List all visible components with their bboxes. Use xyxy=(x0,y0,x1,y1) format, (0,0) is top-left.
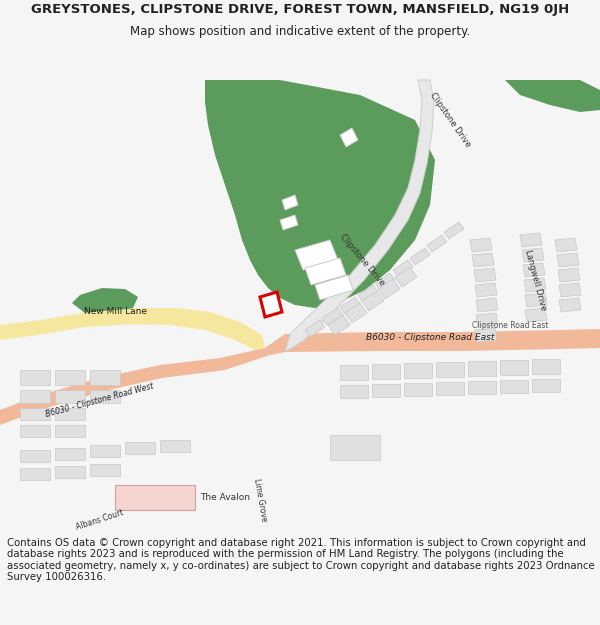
Polygon shape xyxy=(340,128,358,147)
Polygon shape xyxy=(558,268,580,282)
Polygon shape xyxy=(470,238,492,252)
Text: The Avalon: The Avalon xyxy=(200,492,250,501)
Polygon shape xyxy=(393,260,413,277)
Polygon shape xyxy=(305,258,346,285)
Polygon shape xyxy=(525,293,547,307)
Polygon shape xyxy=(436,382,464,395)
Polygon shape xyxy=(500,380,528,393)
Polygon shape xyxy=(55,408,85,420)
Polygon shape xyxy=(90,390,120,403)
Polygon shape xyxy=(55,466,85,478)
Polygon shape xyxy=(205,80,435,308)
Polygon shape xyxy=(125,442,155,454)
Polygon shape xyxy=(395,267,417,287)
Polygon shape xyxy=(468,381,496,394)
Polygon shape xyxy=(340,365,368,380)
Polygon shape xyxy=(55,370,85,385)
Polygon shape xyxy=(555,238,577,252)
Text: B6030 - Clipstone Road East: B6030 - Clipstone Road East xyxy=(366,334,494,342)
Polygon shape xyxy=(20,408,50,420)
Polygon shape xyxy=(0,308,265,350)
Polygon shape xyxy=(468,361,496,376)
Polygon shape xyxy=(524,278,546,292)
Text: Langwell Drive: Langwell Drive xyxy=(523,249,547,311)
Text: B6030 - Clipstone Road West: B6030 - Clipstone Road West xyxy=(45,381,155,419)
Polygon shape xyxy=(476,313,498,327)
Polygon shape xyxy=(378,279,400,299)
Text: Lime Grove: Lime Grove xyxy=(252,478,268,522)
Polygon shape xyxy=(559,283,581,297)
Polygon shape xyxy=(523,263,545,277)
Polygon shape xyxy=(525,308,547,322)
Polygon shape xyxy=(115,485,195,510)
Polygon shape xyxy=(340,385,368,398)
Polygon shape xyxy=(557,253,579,267)
Polygon shape xyxy=(160,440,190,452)
Polygon shape xyxy=(90,445,120,457)
Text: GREYSTONES, CLIPSTONE DRIVE, FOREST TOWN, MANSFIELD, NG19 0JH: GREYSTONES, CLIPSTONE DRIVE, FOREST TOWN… xyxy=(31,4,569,16)
Polygon shape xyxy=(90,464,120,476)
Polygon shape xyxy=(20,425,50,437)
Polygon shape xyxy=(20,390,50,403)
Polygon shape xyxy=(472,253,494,267)
Polygon shape xyxy=(532,379,560,392)
Polygon shape xyxy=(522,248,544,262)
Polygon shape xyxy=(500,360,528,375)
Polygon shape xyxy=(280,215,298,230)
Polygon shape xyxy=(340,297,360,314)
Polygon shape xyxy=(285,80,434,352)
Text: Clipstone Drive: Clipstone Drive xyxy=(428,91,472,149)
Polygon shape xyxy=(315,275,353,300)
Text: Contains OS data © Crown copyright and database right 2021. This information is : Contains OS data © Crown copyright and d… xyxy=(7,538,595,582)
Polygon shape xyxy=(20,370,50,385)
Polygon shape xyxy=(559,298,581,312)
Text: Albans Court: Albans Court xyxy=(75,508,125,532)
Polygon shape xyxy=(345,303,367,323)
Polygon shape xyxy=(260,292,282,317)
Polygon shape xyxy=(282,195,298,210)
Polygon shape xyxy=(404,363,432,378)
Polygon shape xyxy=(475,328,497,342)
Polygon shape xyxy=(375,273,395,290)
Polygon shape xyxy=(520,233,542,247)
Polygon shape xyxy=(362,291,384,311)
Polygon shape xyxy=(404,383,432,396)
Polygon shape xyxy=(305,320,325,337)
Polygon shape xyxy=(0,348,270,425)
Polygon shape xyxy=(330,435,380,460)
Text: Clipstone Road East: Clipstone Road East xyxy=(472,321,548,329)
Polygon shape xyxy=(372,364,400,379)
Polygon shape xyxy=(444,222,464,239)
Polygon shape xyxy=(55,448,85,460)
Polygon shape xyxy=(55,425,85,437)
Polygon shape xyxy=(55,390,85,403)
Polygon shape xyxy=(20,468,50,480)
Polygon shape xyxy=(532,359,560,374)
Polygon shape xyxy=(358,285,378,302)
Polygon shape xyxy=(474,268,496,282)
Polygon shape xyxy=(72,288,138,315)
Polygon shape xyxy=(265,329,600,355)
Polygon shape xyxy=(295,240,338,270)
Polygon shape xyxy=(328,315,350,335)
Polygon shape xyxy=(427,235,447,252)
Polygon shape xyxy=(90,370,120,385)
Polygon shape xyxy=(475,283,497,297)
Polygon shape xyxy=(436,362,464,377)
Text: Clipstone Drive: Clipstone Drive xyxy=(338,232,386,288)
Polygon shape xyxy=(20,450,50,462)
Polygon shape xyxy=(372,384,400,397)
Polygon shape xyxy=(476,298,498,312)
Text: New Mill Lane: New Mill Lane xyxy=(83,308,146,316)
Polygon shape xyxy=(410,248,430,265)
Polygon shape xyxy=(505,80,600,112)
Polygon shape xyxy=(322,308,343,325)
Text: Map shows position and indicative extent of the property.: Map shows position and indicative extent… xyxy=(130,25,470,38)
